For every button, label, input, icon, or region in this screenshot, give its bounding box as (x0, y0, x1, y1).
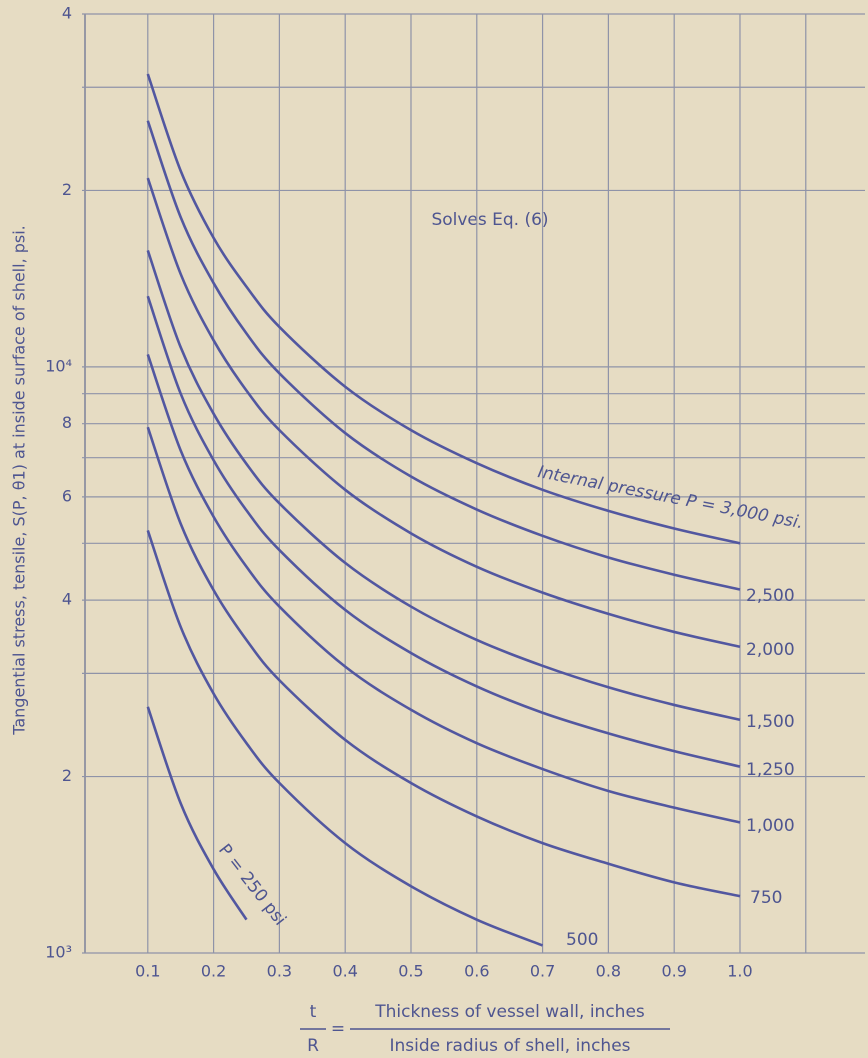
x-tick-label: 0.6 (464, 962, 489, 981)
curve-label: 1,000 (746, 816, 795, 836)
x-label-symbol-top: t (310, 1002, 317, 1022)
x-tick-label: 0.9 (661, 962, 686, 981)
curve (146, 120, 741, 591)
curve (146, 426, 741, 898)
x-tick-label: 1.0 (727, 962, 752, 981)
curve-label: 1,250 (746, 760, 795, 780)
y-tick-label: 10⁴ (45, 356, 72, 375)
curve-label: P = 250 psi (214, 840, 290, 929)
curve-label: 1,500 (746, 712, 795, 732)
x-label-equals: = (331, 1019, 345, 1039)
y-tick-label: 4 (62, 4, 72, 23)
curve (146, 354, 741, 824)
x-tick-label: 0.7 (530, 962, 555, 981)
annotation: Solves Eq. (6) (431, 210, 548, 230)
curve (146, 250, 741, 722)
curve-label: 2,500 (746, 586, 795, 606)
x-label-text-top: Thickness of vessel wall, inches (374, 1002, 645, 1022)
curve (146, 295, 741, 768)
curve (146, 73, 741, 545)
y-tick-label: 6 (62, 486, 72, 505)
y-tick-label: 2 (62, 180, 72, 199)
y-axis-label: Tangential stress, tensile, S(P, θ1) at … (10, 225, 29, 736)
curve-label: Internal pressure P = 3,000 psi. (536, 462, 805, 533)
curve (146, 177, 741, 649)
curve (146, 529, 544, 947)
x-label-text-bottom: Inside radius of shell, inches (389, 1036, 630, 1056)
curve-label: 500 (566, 930, 598, 950)
y-tick-label: 8 (62, 413, 72, 432)
x-tick-label: 0.3 (267, 962, 292, 981)
x-tick-label: 0.4 (332, 962, 357, 981)
x-tick-label: 0.1 (135, 962, 160, 981)
x-tick-label: 0.2 (201, 962, 226, 981)
y-tick-label: 4 (62, 590, 72, 609)
curve-label: 2,000 (746, 640, 795, 660)
x-label-symbol-bottom: R (307, 1036, 319, 1056)
x-tick-label: 0.5 (398, 962, 423, 981)
x-tick-label: 0.8 (596, 962, 621, 981)
curve-label: 750 (750, 888, 782, 908)
y-tick-label: 2 (62, 766, 72, 785)
y-tick-label: 10³ (45, 943, 72, 962)
curve (146, 706, 248, 921)
